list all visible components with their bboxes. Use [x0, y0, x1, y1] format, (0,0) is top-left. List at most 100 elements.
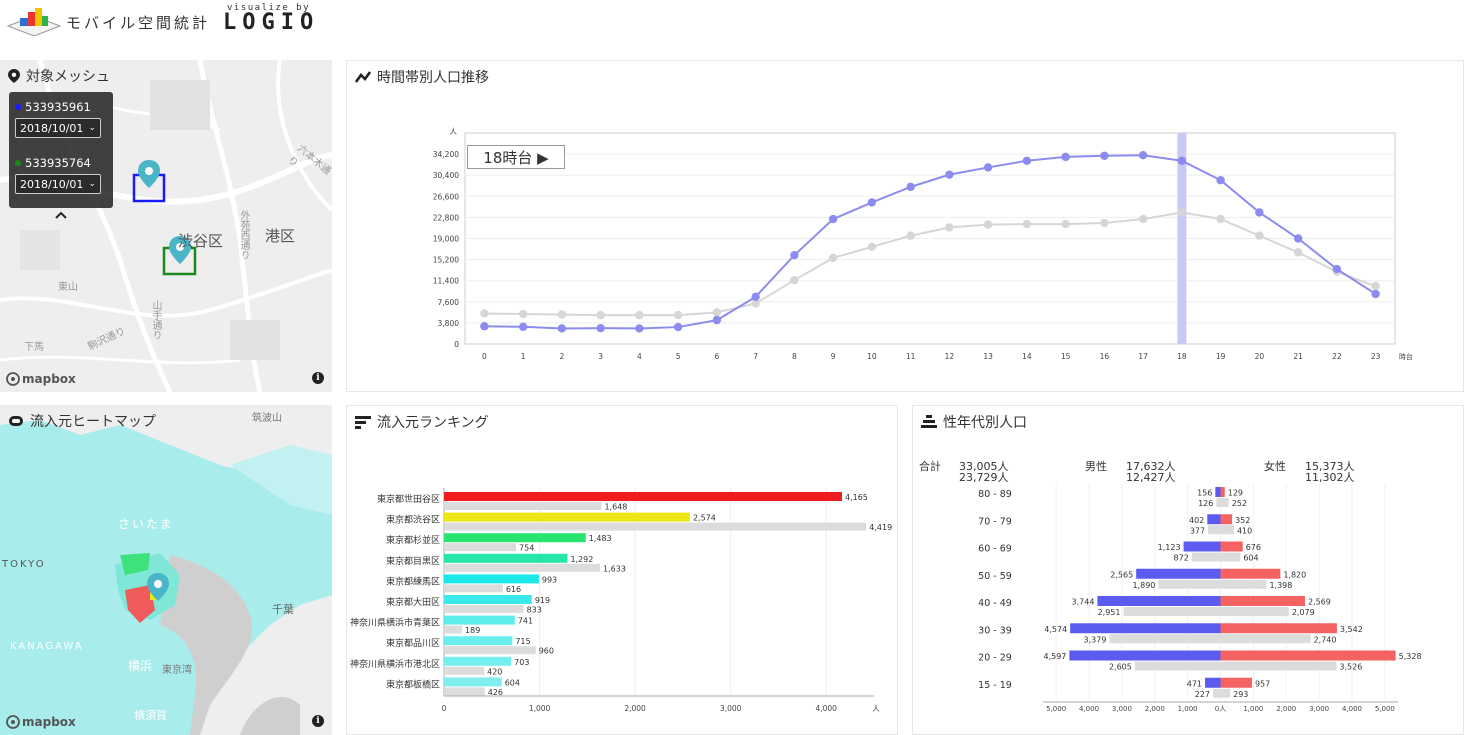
data-point[interactable] — [635, 324, 644, 333]
data-point[interactable] — [1138, 151, 1148, 160]
bar[interactable] — [444, 574, 539, 584]
date-select[interactable]: 2018/10/01 ⌄ — [15, 174, 101, 194]
data-point[interactable] — [1022, 156, 1032, 165]
male-bar[interactable] — [1183, 541, 1221, 552]
female-compare-bar[interactable] — [1220, 552, 1241, 562]
bar-compare[interactable] — [444, 522, 867, 531]
data-point[interactable] — [557, 310, 567, 319]
male-compare-bar[interactable] — [1191, 552, 1221, 562]
data-point[interactable] — [673, 310, 683, 320]
data-point[interactable] — [1332, 264, 1342, 274]
data-point[interactable] — [673, 322, 683, 332]
data-point[interactable] — [1061, 219, 1070, 229]
data-point[interactable] — [1177, 156, 1187, 165]
data-point[interactable] — [1255, 231, 1264, 240]
data-point[interactable] — [635, 310, 644, 320]
female-bar[interactable] — [1220, 541, 1243, 552]
male-compare-bar[interactable] — [1109, 634, 1221, 644]
male-compare-bar[interactable] — [1213, 688, 1221, 698]
data-point[interactable] — [1293, 234, 1303, 243]
male-compare-bar[interactable] — [1208, 525, 1221, 535]
map-pin-icon[interactable] — [169, 236, 191, 264]
play-time-button[interactable]: 18時台 ▶ — [467, 145, 565, 169]
female-compare-bar[interactable] — [1220, 661, 1337, 671]
female-compare-bar[interactable] — [1220, 634, 1311, 644]
chevron-up-icon[interactable] — [54, 210, 68, 220]
female-bar[interactable] — [1220, 623, 1337, 634]
male-bar[interactable] — [1215, 487, 1221, 497]
bar-compare[interactable] — [444, 687, 485, 696]
data-point[interactable] — [480, 309, 489, 318]
info-icon[interactable]: i — [312, 372, 324, 384]
bar-compare[interactable] — [444, 563, 601, 572]
female-compare-bar[interactable] — [1220, 579, 1267, 589]
bar-compare[interactable] — [444, 502, 602, 510]
male-compare-bar[interactable] — [1158, 579, 1221, 589]
data-point[interactable] — [518, 322, 528, 331]
data-point[interactable] — [1293, 248, 1303, 257]
data-point[interactable] — [1216, 175, 1225, 185]
male-bar[interactable] — [1097, 596, 1221, 606]
data-point[interactable] — [828, 214, 838, 224]
data-point[interactable] — [1177, 208, 1187, 217]
bar-compare[interactable] — [444, 625, 463, 634]
data-point[interactable] — [596, 310, 605, 320]
data-point[interactable] — [790, 275, 799, 285]
data-point[interactable] — [945, 223, 954, 232]
bar-compare[interactable] — [444, 584, 503, 593]
data-point[interactable] — [1138, 214, 1148, 224]
data-point[interactable] — [712, 308, 722, 317]
male-bar[interactable] — [1070, 623, 1221, 634]
data-point[interactable] — [906, 182, 915, 192]
bar[interactable] — [444, 595, 532, 604]
data-point[interactable] — [557, 324, 567, 333]
data-point[interactable] — [596, 323, 605, 333]
bar[interactable] — [444, 512, 690, 522]
data-point[interactable] — [1216, 214, 1225, 224]
map-pin-icon[interactable] — [138, 160, 160, 188]
female-bar[interactable] — [1220, 596, 1305, 606]
bar-compare[interactable] — [444, 666, 485, 675]
data-point[interactable] — [1371, 282, 1380, 291]
bar[interactable] — [444, 656, 512, 666]
female-compare-bar[interactable] — [1220, 607, 1289, 616]
male-bar[interactable] — [1205, 677, 1221, 688]
female-compare-bar[interactable] — [1220, 498, 1229, 507]
data-point[interactable] — [790, 250, 799, 260]
bar[interactable] — [444, 677, 502, 687]
female-bar[interactable] — [1220, 514, 1233, 525]
female-bar[interactable] — [1220, 568, 1281, 579]
bar[interactable] — [444, 553, 568, 563]
data-point[interactable] — [828, 253, 838, 263]
data-point[interactable] — [1371, 289, 1380, 299]
bar[interactable] — [444, 615, 515, 625]
data-point[interactable] — [1022, 219, 1032, 229]
data-point[interactable] — [518, 309, 528, 319]
map-pin-icon[interactable] — [147, 573, 169, 601]
data-point[interactable] — [751, 292, 760, 302]
male-bar[interactable] — [1207, 514, 1221, 525]
data-point[interactable] — [906, 231, 915, 240]
data-point[interactable] — [1255, 208, 1264, 217]
mapbox-logo[interactable]: mapbox — [6, 715, 76, 729]
data-point[interactable] — [867, 242, 877, 252]
data-point[interactable] — [983, 163, 993, 172]
data-point[interactable] — [983, 220, 993, 229]
info-icon[interactable]: i — [312, 715, 324, 727]
bar-compare[interactable] — [444, 605, 524, 613]
data-point[interactable] — [945, 170, 954, 179]
female-bar[interactable] — [1220, 677, 1252, 688]
data-point[interactable] — [867, 198, 877, 207]
heatmap-map[interactable] — [0, 405, 332, 735]
male-bar[interactable] — [1069, 650, 1221, 661]
male-bar[interactable] — [1136, 568, 1221, 579]
mapbox-logo[interactable]: mapbox — [6, 372, 76, 386]
data-point[interactable] — [1100, 218, 1109, 228]
bar-compare[interactable] — [444, 543, 517, 552]
data-point[interactable] — [1061, 152, 1070, 162]
bar-compare[interactable] — [444, 646, 536, 655]
male-compare-bar[interactable] — [1216, 498, 1221, 507]
bar[interactable] — [444, 636, 513, 646]
female-compare-bar[interactable] — [1220, 525, 1234, 535]
data-point[interactable] — [1100, 151, 1109, 160]
